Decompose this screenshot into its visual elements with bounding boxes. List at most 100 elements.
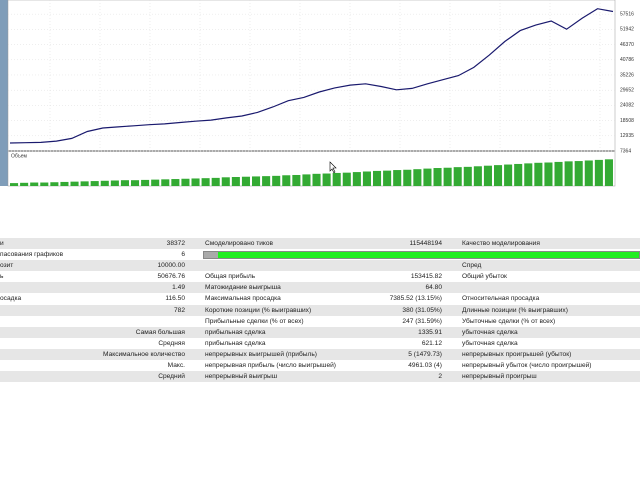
y-tick-label: 29652 <box>620 88 634 94</box>
volume-bar <box>272 175 281 186</box>
volume-bar <box>141 179 150 186</box>
y-tick-label: 46370 <box>620 42 634 48</box>
volume-bar <box>403 169 412 186</box>
panel-title: Объем <box>11 153 27 159</box>
report-cell: Средний <box>158 373 185 381</box>
report-cell: 782 <box>173 306 185 314</box>
volume-bar <box>302 174 311 186</box>
report-cell: 5 (1479.73) <box>408 350 442 358</box>
report-cell: 247 (31.59%) <box>402 317 442 325</box>
report-cell: 115448194 <box>409 240 442 247</box>
volume-bar <box>594 159 603 186</box>
volume-bar <box>282 175 291 186</box>
volume-bar <box>221 177 230 186</box>
y-tick-label: 57516 <box>620 11 634 17</box>
tester-graph: 7364 12935 18508 24082 29652 35226 40786 46370 5… <box>0 0 634 187</box>
report-row: Прибыльные сделки (% от всех) 247 (31.59%… <box>0 316 640 327</box>
report-cell: Матожидание выигрыша <box>205 284 281 292</box>
volume-bar <box>171 179 180 186</box>
volume-bar <box>584 160 593 186</box>
volume-bar <box>100 180 109 186</box>
report-cell: Качество моделирования <box>462 240 540 247</box>
volume-bar <box>131 180 140 186</box>
mouse-cursor <box>329 161 337 174</box>
report-cell: прибыльная сделка <box>205 328 266 336</box>
volume-bar <box>544 162 553 186</box>
report-row: 1.49 Матожидание выигрыша 64.80 <box>0 282 640 294</box>
volume-bar <box>20 182 29 186</box>
report-cell: 7385.52 (13.15%) <box>389 295 442 303</box>
volume-bar <box>494 165 503 186</box>
volume-bar <box>604 159 613 186</box>
volume-bar <box>50 182 59 186</box>
volume-bar <box>241 176 250 186</box>
report-cell: 50676.76 <box>157 273 185 281</box>
report-cell: Смоделировано тиков <box>205 240 274 247</box>
report-cell: пасования графиков <box>0 251 64 259</box>
report-cell: 153415.82 <box>410 273 442 281</box>
volume-bar <box>90 181 99 186</box>
report-row: и 38372 Смоделировано тиков 115448194 Качест… <box>0 238 640 250</box>
volume-bar <box>201 178 210 186</box>
report-cell: и <box>0 240 4 247</box>
report-cell: прибыльная сделка <box>205 339 266 347</box>
report-cell: 1335.91 <box>418 328 442 336</box>
report-cell: 1.49 <box>172 284 185 292</box>
report-cell: Общий убыток <box>462 273 507 281</box>
left-strip <box>0 0 8 186</box>
volume-bar <box>352 172 361 186</box>
y-tick-label: 18508 <box>620 118 634 124</box>
report-cell: непрерывных выигрышей (прибыль) <box>205 350 317 358</box>
report-cell: Макс. <box>167 362 185 370</box>
volume-bar <box>574 161 583 186</box>
report-cell: 116.50 <box>165 295 185 303</box>
volume-bar <box>564 161 573 186</box>
report-row: Средний непрерывный выигрыш 2 непрерывный п… <box>0 371 640 383</box>
volume-bar <box>80 181 89 186</box>
report-cell: непрерывных проигрышей (убыток) <box>462 350 572 358</box>
volume-bar <box>181 178 190 186</box>
volume-bar <box>292 174 301 186</box>
volume-bar <box>393 170 402 186</box>
volume-bar <box>383 170 392 186</box>
volume-bar <box>524 163 533 186</box>
report-cell: непрерывный выигрыш <box>205 373 278 381</box>
volume-bar <box>191 178 200 186</box>
volume-bar <box>151 179 160 186</box>
volume-bar <box>262 176 271 186</box>
volume-bar <box>463 166 472 186</box>
report-cell: осадка <box>0 295 22 303</box>
report-cell: Максимальное количество <box>103 350 185 358</box>
volume-bar <box>413 169 422 186</box>
report-row: Самая большая прибыльная сделка 1335.91 убы… <box>0 326 640 338</box>
y-tick-label: 40786 <box>620 57 634 63</box>
report-cell: озит <box>0 262 14 270</box>
report-row: Средняя прибыльная сделка 621.12 убыточная … <box>0 338 640 349</box>
volume-bar <box>342 172 351 186</box>
volume-bar <box>332 172 341 186</box>
y-tick-label: 35226 <box>620 72 634 78</box>
volume-bar <box>443 167 452 186</box>
report-row: озит 10000.00 Спред <box>0 260 640 272</box>
report-cell: Длинные позиции (% выигравших) <box>462 306 568 314</box>
report-cell: ь <box>0 273 4 281</box>
plot-area <box>7 0 616 187</box>
report-cell: 380 (31.05%) <box>402 306 442 314</box>
report-row: пасования графиков 6 <box>0 249 640 260</box>
report-cell: 4961.03 (4) <box>408 362 442 370</box>
report-cell: 6 <box>181 251 185 259</box>
volume-bar <box>504 164 513 186</box>
report-row: осадка 116.50 Максимальная просадка 7385.52… <box>0 293 640 304</box>
volume-bar <box>362 171 371 186</box>
volume-bar <box>514 163 523 186</box>
report-cell: Короткие позиции (% выигравших) <box>205 306 312 314</box>
report-row: Макс. непрерывная прибыль (число выигрыше… <box>0 360 640 371</box>
volume-bar <box>30 182 39 186</box>
volume-bar <box>252 176 261 186</box>
report-cell: Спред <box>462 262 482 270</box>
report-table: и 38372 Смоделировано тиков 115448194 Качест… <box>0 238 640 383</box>
volume-bar <box>60 181 69 186</box>
y-tick-label: 7364 <box>620 148 631 154</box>
volume-bar <box>554 161 563 186</box>
